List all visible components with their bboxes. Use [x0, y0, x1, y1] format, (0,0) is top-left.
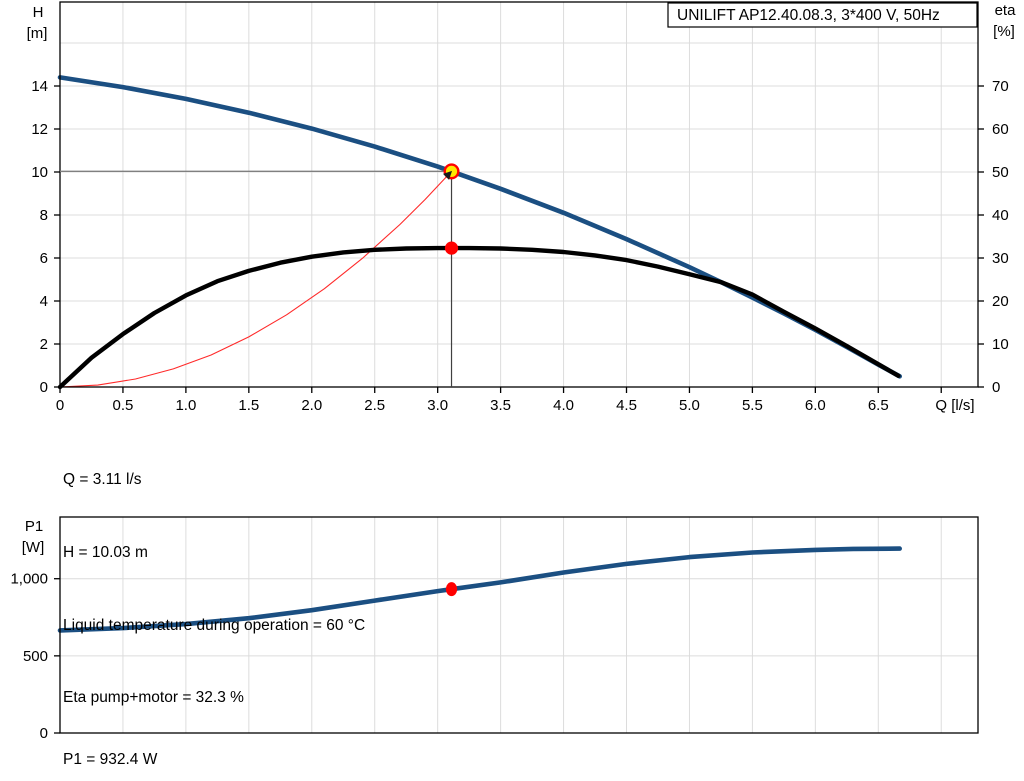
eta-tick-label: 50: [992, 164, 1009, 181]
right-axis-unit-eta: eta: [995, 2, 1017, 19]
p1-chart-curves: [57, 546, 903, 633]
readout-p1: P1 = 932.4 W: [63, 751, 158, 768]
eta-tick-label: 20: [992, 293, 1009, 310]
chart-title-box: UNILIFT AP12.40.08.3, 3*400 V, 50Hz: [667, 2, 978, 28]
readout-q: Q = 3.11 l/s: [63, 471, 142, 489]
q-tick-label: 5.0: [679, 397, 700, 414]
qh-chart-gridlines: [60, 2, 978, 387]
q-tick-label: 6.5: [868, 397, 889, 414]
eta-tick-label: 30: [992, 250, 1009, 267]
q-tick-label: 3.5: [490, 397, 511, 414]
power-duty-dot: [445, 582, 458, 597]
h-tick-label: 8: [40, 207, 48, 224]
readout-liquid-temperature: Liquid temperature during operation = 60…: [63, 616, 366, 634]
efficiency-duty-dot: [444, 241, 459, 255]
duty-point-markers: [443, 163, 460, 597]
p1-axis-unit-w: [W]: [22, 539, 45, 556]
qh-chart-frame: [59, 1, 979, 388]
p1-tick-label: 1,000: [10, 571, 48, 588]
eta-tick-label: 0: [992, 379, 1000, 396]
qh-chart-curves: [57, 75, 903, 390]
p1-axis-unit-p1: P1: [25, 518, 43, 535]
eta-tick-label: 60: [992, 121, 1009, 138]
p1-tick-label: 0: [40, 725, 48, 742]
axis-tick-labels: 0 2 4 6 8 10 12 14 0 10 20 30 40 50 60 70 0 0.5 1.0 1.5 2.0 2…: [10, 78, 1008, 742]
p1-chart-gridlines: [60, 517, 978, 733]
power-curve: [57, 546, 903, 633]
eta-tick-label: 40: [992, 207, 1009, 224]
readout-eta: Eta pump+motor = 32.3 %: [63, 689, 244, 707]
q-tick-label: 0.5: [113, 397, 134, 414]
q-tick-label: 2.0: [301, 397, 322, 414]
eta-tick-label: 10: [992, 336, 1009, 353]
left-axis-unit-m: [m]: [27, 25, 48, 42]
q-tick-label: 3.0: [427, 397, 448, 414]
q-tick-label: 0: [56, 397, 64, 414]
q-tick-label: 1.5: [238, 397, 259, 414]
p1-tick-label: 500: [23, 648, 48, 665]
duty-point-helper-lines: [60, 170, 453, 387]
right-axis-unit-pct: [%]: [993, 23, 1015, 40]
q-tick-label: 1.0: [175, 397, 196, 414]
q-tick-label: 4.5: [616, 397, 637, 414]
h-tick-label: 6: [40, 250, 48, 267]
efficiency-curve: [57, 245, 901, 390]
h-tick-label: 10: [31, 164, 48, 181]
system-curve: [59, 170, 453, 388]
q-tick-label: 4.0: [553, 397, 574, 414]
q-tick-label: 6.0: [805, 397, 826, 414]
duty-point-arrow-icon: [443, 170, 453, 180]
h-tick-label: 14: [31, 78, 48, 95]
q-tick-label: 5.5: [742, 397, 763, 414]
h-tick-label: 2: [40, 336, 48, 353]
chart-title: UNILIFT AP12.40.08.3, 3*400 V, 50Hz: [677, 7, 940, 24]
left-axis-unit-h: H: [33, 4, 44, 21]
axis-ticks: [54, 85, 984, 734]
h-tick-label: 4: [40, 293, 48, 310]
readout-h: H = 10.03 m: [63, 544, 148, 562]
p1-chart-frame: [59, 516, 979, 734]
x-axis-unit-q: Q [l/s]: [935, 397, 974, 414]
duty-point-readout: Q = 3.11 l/s H = 10.03 m Liquid temperat…: [63, 420, 365, 759]
eta-tick-label: 70: [992, 78, 1009, 95]
h-tick-label: 12: [31, 121, 48, 138]
h-tick-label: 0: [40, 379, 48, 396]
q-tick-label: 2.5: [364, 397, 385, 414]
